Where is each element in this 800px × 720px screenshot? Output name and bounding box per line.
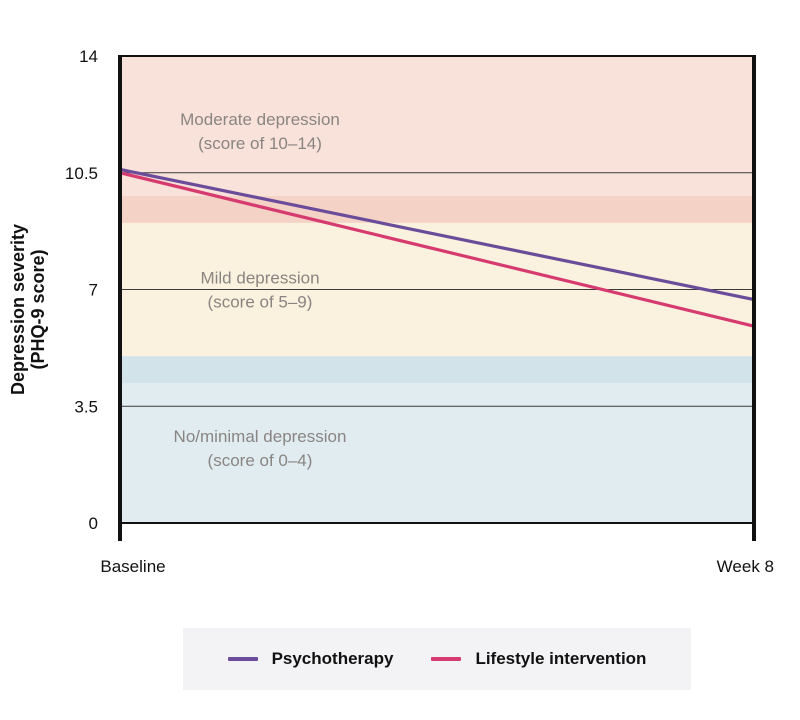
band-label-layer: Moderate depression (score of 10–14) Mild … — [174, 110, 347, 470]
y-axis-title-line2: (PHQ-9 score) — [28, 249, 48, 369]
legend-label-psychotherapy: Psychotherapy — [271, 649, 394, 668]
title-layer: Depression severity (PHQ-9 score) — [8, 224, 48, 395]
y-tick-label-3: 10.5 — [65, 164, 98, 183]
band-label-0-line2: (score of 10–14) — [198, 134, 322, 153]
series-layer — [119, 167, 755, 328]
legend-item-psychotherapy: Psychotherapy — [227, 649, 394, 669]
band-label-1-line2: (score of 5–9) — [208, 293, 313, 312]
series-line-1 — [119, 171, 755, 328]
legend: Psychotherapy Lifestyle intervention — [183, 628, 691, 690]
band-0 — [120, 56, 754, 207]
ticks-layer: 0 3.5 7 10.5 14 Baseline Week 8 — [65, 47, 774, 576]
x-tick-label-0: Baseline — [100, 557, 165, 576]
legend-item-lifestyle-intervention: Lifestyle intervention — [431, 649, 646, 669]
chart-svg: Moderate depression (score of 10–14) Mild … — [8, 47, 774, 576]
legend-swatch-lifestyle-intervention — [431, 657, 462, 661]
band-label-1-line1: Mild depression — [200, 269, 319, 288]
y-tick-label-4: 14 — [79, 47, 98, 66]
band-label-0-line1: Moderate depression — [180, 110, 340, 129]
band-label-2-line1: No/minimal depression — [174, 427, 347, 446]
series-line-0 — [119, 167, 755, 302]
y-tick-label-2: 7 — [89, 281, 98, 300]
y-axis-title-line1: Depression severity — [8, 224, 28, 395]
band-label-2-line2: (score of 0–4) — [208, 451, 313, 470]
x-tick-label-1: Week 8 — [717, 557, 774, 576]
band-overlap-0 — [120, 196, 754, 223]
y-tick-label-0: 0 — [89, 514, 98, 533]
grid-layer — [120, 172, 754, 407]
band-2 — [120, 372, 754, 523]
y-tick-label-1: 3.5 — [74, 397, 98, 416]
band-overlap-1 — [120, 356, 754, 383]
legend-label-lifestyle-intervention: Lifestyle intervention — [475, 649, 647, 668]
legend-swatch-psychotherapy — [227, 657, 258, 661]
axes-layer — [118, 55, 756, 541]
